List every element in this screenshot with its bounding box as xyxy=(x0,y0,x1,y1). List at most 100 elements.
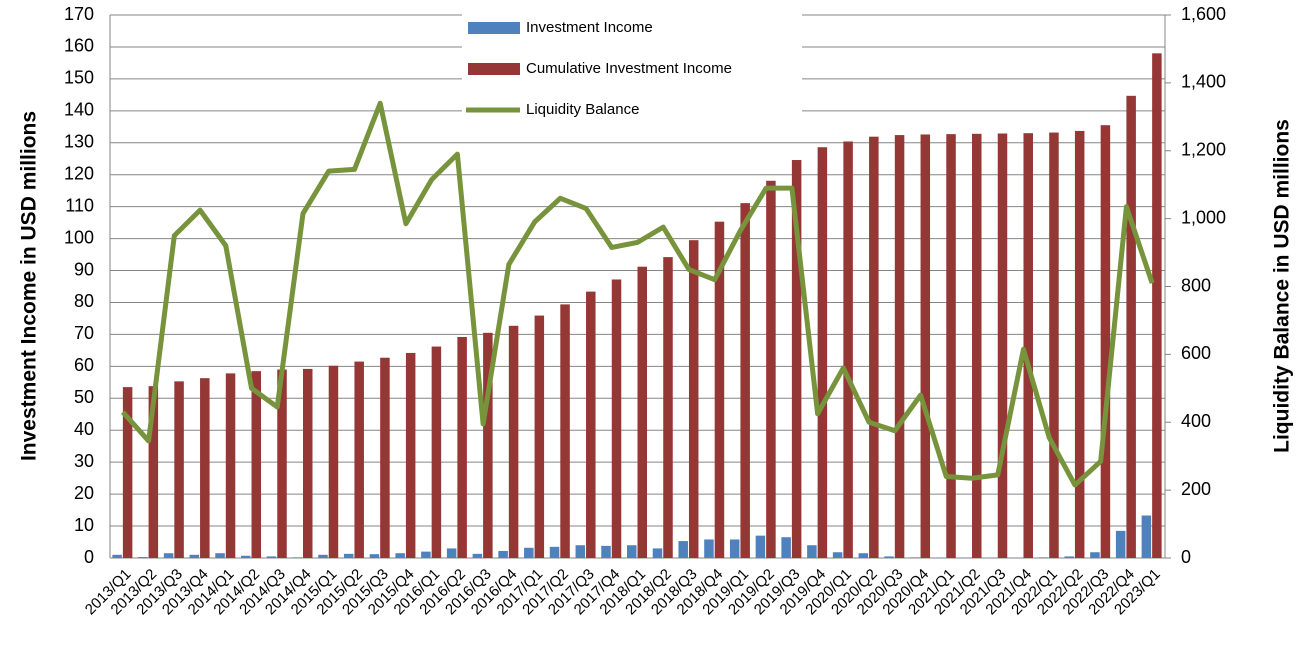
y2-axis-title: Liquidity Balance in USD millions xyxy=(1271,119,1294,453)
y2-tick-label: 0 xyxy=(1181,547,1191,567)
plot xyxy=(112,53,1162,559)
bar xyxy=(1049,132,1059,559)
bar xyxy=(611,279,622,558)
y-tick-label: 130 xyxy=(64,132,94,152)
legend-label: Liquidity Balance xyxy=(526,101,639,118)
bar xyxy=(843,141,853,558)
bar xyxy=(714,221,725,558)
bar xyxy=(225,373,236,558)
bar xyxy=(910,557,920,558)
bar xyxy=(832,552,843,558)
bar xyxy=(575,545,586,558)
bar xyxy=(858,553,869,558)
bar xyxy=(807,545,817,558)
bar xyxy=(421,551,431,558)
bar xyxy=(781,537,791,558)
y-tick-label: 50 xyxy=(74,387,94,407)
legend-label: Cumulative Investment Income xyxy=(526,60,732,77)
y-tick-label: 140 xyxy=(64,100,94,120)
y-tick-label: 30 xyxy=(74,451,94,471)
y-tick-label: 0 xyxy=(84,547,94,567)
bar xyxy=(112,554,122,558)
bar xyxy=(292,557,302,558)
y2-tick-label: 200 xyxy=(1181,479,1211,499)
bar xyxy=(997,133,1008,558)
bar xyxy=(508,325,519,558)
y-tick-label: 120 xyxy=(64,163,94,183)
bar xyxy=(277,369,287,558)
bar xyxy=(791,160,802,558)
bar xyxy=(884,556,894,558)
bar xyxy=(586,291,596,558)
bar xyxy=(380,357,390,558)
bar xyxy=(972,133,982,559)
bar xyxy=(174,381,184,558)
y-tick-label: 40 xyxy=(74,419,94,439)
legend-label: Investment Income xyxy=(526,19,653,36)
bar xyxy=(251,371,262,558)
y2-tick-label: 1,400 xyxy=(1181,72,1226,92)
bar xyxy=(534,315,545,558)
bar xyxy=(343,553,354,558)
bar xyxy=(200,378,210,558)
bar xyxy=(560,304,570,558)
bar xyxy=(1152,53,1162,559)
bar xyxy=(688,240,699,558)
y-tick-label: 20 xyxy=(74,483,94,503)
y-tick-label: 100 xyxy=(64,227,94,247)
bar xyxy=(483,332,493,558)
bar xyxy=(122,387,133,558)
bar xyxy=(1100,125,1111,559)
bar xyxy=(524,547,534,558)
bar xyxy=(601,545,611,558)
bar xyxy=(652,548,663,558)
y-tick-label: 80 xyxy=(74,291,94,311)
bar xyxy=(869,136,879,559)
bar xyxy=(755,535,766,558)
y-tick-label: 60 xyxy=(74,355,94,375)
bar xyxy=(457,336,467,558)
y2-tick-label: 400 xyxy=(1181,411,1211,431)
y2-tick-label: 800 xyxy=(1181,275,1211,295)
bar xyxy=(241,555,251,558)
y2-tick-label: 1,200 xyxy=(1181,140,1226,160)
legend-swatch xyxy=(468,22,520,34)
bar xyxy=(189,554,200,558)
y-tick-label: 90 xyxy=(74,259,94,279)
bar xyxy=(266,556,277,558)
bar xyxy=(766,180,776,558)
line xyxy=(121,100,1155,488)
bar xyxy=(946,134,956,558)
y2-tick-label: 600 xyxy=(1181,343,1211,363)
bar xyxy=(1064,556,1074,558)
y-tick-label: 160 xyxy=(64,36,94,56)
bar xyxy=(405,352,416,558)
bar xyxy=(431,346,442,558)
bar xyxy=(637,266,647,558)
y-tick-label: 70 xyxy=(74,323,94,343)
bar xyxy=(1038,557,1049,558)
bar xyxy=(894,135,905,558)
bar xyxy=(1115,530,1126,558)
y2-tick-label: 1,000 xyxy=(1181,207,1226,227)
y-tick-label: 110 xyxy=(65,195,94,215)
bar xyxy=(318,554,328,558)
bar xyxy=(729,539,740,558)
bar xyxy=(1023,133,1033,558)
bar xyxy=(215,553,225,558)
bar xyxy=(148,386,159,558)
y2-tick-label: 1,600 xyxy=(1181,4,1226,24)
bar xyxy=(498,550,508,558)
y-axis-title: Investment Income in USD millions xyxy=(18,111,41,461)
bar xyxy=(354,361,364,558)
y-tick-label: 150 xyxy=(64,68,94,88)
y-tick-label: 170 xyxy=(64,4,94,24)
bar xyxy=(163,553,174,558)
bar xyxy=(663,257,673,558)
bar xyxy=(395,553,405,558)
bar xyxy=(1074,130,1085,558)
bar xyxy=(920,134,931,558)
bar xyxy=(549,546,560,558)
bar xyxy=(1090,552,1100,558)
